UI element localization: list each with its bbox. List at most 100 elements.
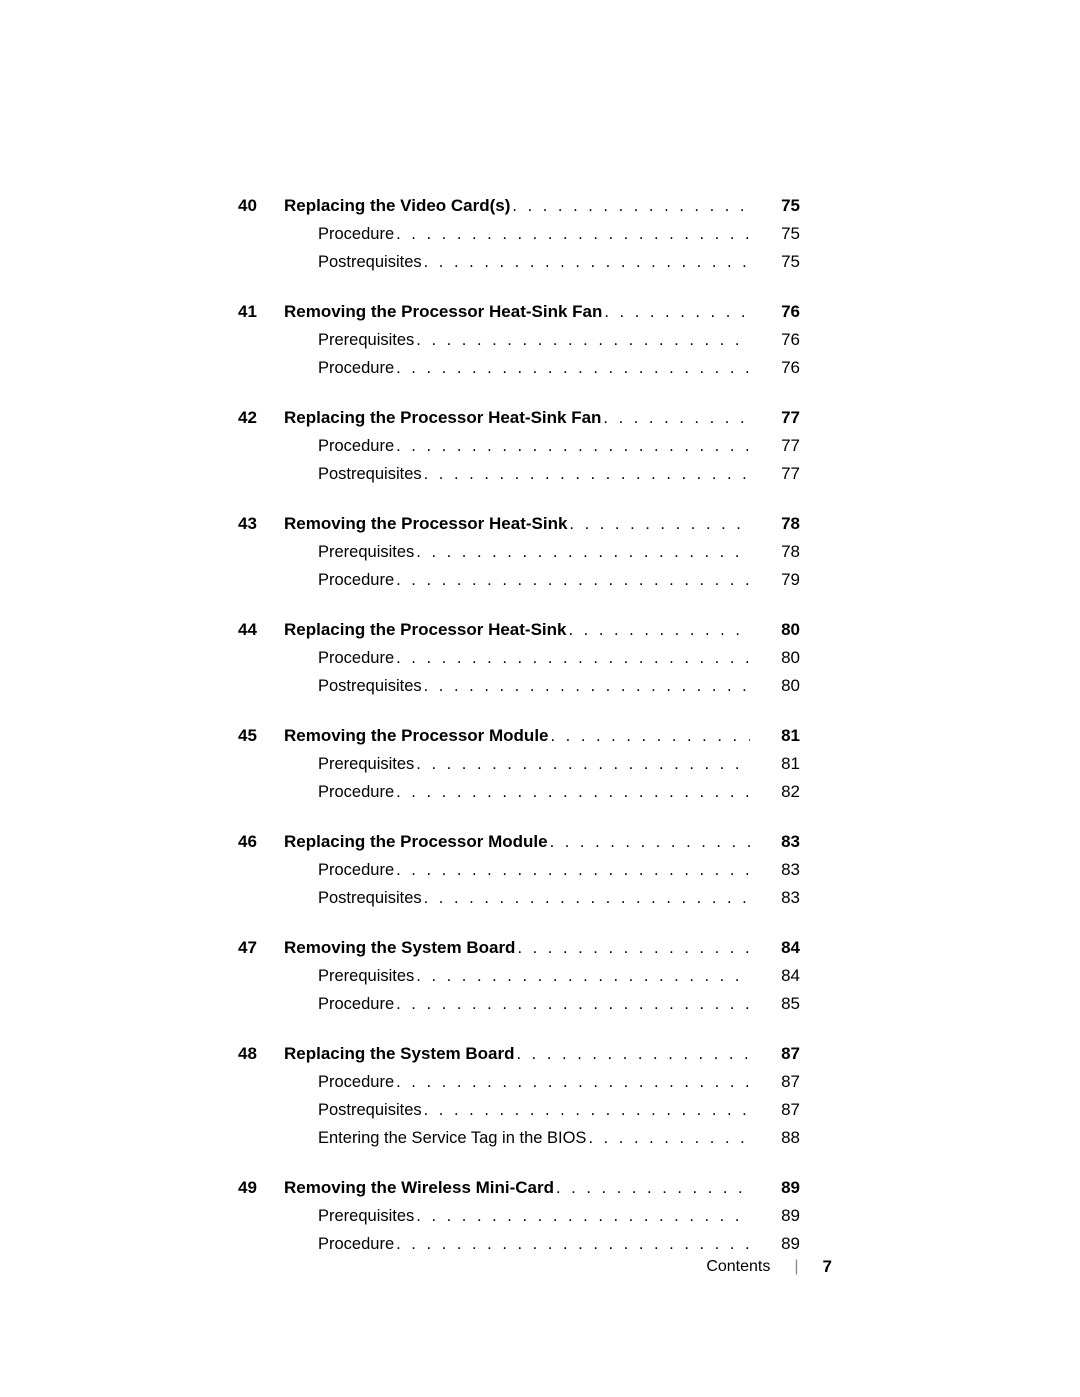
sub-page-number: 78 xyxy=(750,542,800,562)
sub-title: Postrequisites xyxy=(318,889,422,908)
title-area: Prerequisites. . . . . . . . . . . . . .… xyxy=(284,755,750,774)
sub-title: Procedure xyxy=(318,571,394,590)
leader-dots: . . . . . . . . . . . . . . . . . . . . … xyxy=(554,1179,750,1198)
toc-container: 40Replacing the Video Card(s). . . . . .… xyxy=(238,196,800,1254)
sub-page-number: 77 xyxy=(750,464,800,484)
toc-sub-row[interactable]: Procedure. . . . . . . . . . . . . . . .… xyxy=(238,1234,800,1254)
toc-sub-row[interactable]: Procedure. . . . . . . . . . . . . . . .… xyxy=(238,648,800,668)
leader-dots: . . . . . . . . . . . . . . . . . . . . … xyxy=(394,783,750,802)
title-area: Replacing the Video Card(s). . . . . . .… xyxy=(284,196,750,216)
toc-chapter-row[interactable]: 41Removing the Processor Heat-Sink Fan. … xyxy=(238,302,800,322)
leader-dots: . . . . . . . . . . . . . . . . . . . . … xyxy=(548,833,750,852)
chapter-number: 41 xyxy=(238,302,284,322)
toc-sub-row[interactable]: Postrequisites. . . . . . . . . . . . . … xyxy=(238,888,800,908)
leader-dots: . . . . . . . . . . . . . . . . . . . . … xyxy=(394,437,750,456)
toc-section: 45Removing the Processor Module. . . . .… xyxy=(238,726,800,802)
title-area: Replacing the Processor Heat-Sink Fan. .… xyxy=(284,408,750,428)
toc-section: 48Replacing the System Board. . . . . . … xyxy=(238,1044,800,1148)
toc-chapter-row[interactable]: 42Replacing the Processor Heat-Sink Fan.… xyxy=(238,408,800,428)
chapter-page-number: 78 xyxy=(750,514,800,534)
title-area: Prerequisites. . . . . . . . . . . . . .… xyxy=(284,543,750,562)
sub-title: Procedure xyxy=(318,861,394,880)
leader-dots: . . . . . . . . . . . . . . . . . . . . … xyxy=(601,409,750,428)
leader-dots: . . . . . . . . . . . . . . . . . . . . … xyxy=(566,621,750,640)
leader-dots: . . . . . . . . . . . . . . . . . . . . … xyxy=(567,515,750,534)
leader-dots: . . . . . . . . . . . . . . . . . . . . … xyxy=(414,331,750,350)
sub-page-number: 80 xyxy=(750,648,800,668)
chapter-page-number: 83 xyxy=(750,832,800,852)
toc-chapter-row[interactable]: 40Replacing the Video Card(s). . . . . .… xyxy=(238,196,800,216)
sub-page-number: 84 xyxy=(750,966,800,986)
leader-dots: . . . . . . . . . . . . . . . . . . . . … xyxy=(394,1073,750,1092)
toc-section: 41Removing the Processor Heat-Sink Fan. … xyxy=(238,302,800,378)
sub-page-number: 88 xyxy=(750,1128,800,1148)
sub-page-number: 75 xyxy=(750,252,800,272)
chapter-number: 49 xyxy=(238,1178,284,1198)
leader-dots: . . . . . . . . . . . . . . . . . . . . … xyxy=(515,939,750,958)
leader-dots: . . . . . . . . . . . . . . . . . . . . … xyxy=(422,889,750,908)
title-area: Postrequisites. . . . . . . . . . . . . … xyxy=(284,253,750,272)
toc-sub-row[interactable]: Procedure. . . . . . . . . . . . . . . .… xyxy=(238,782,800,802)
toc-sub-row[interactable]: Postrequisites. . . . . . . . . . . . . … xyxy=(238,252,800,272)
sub-page-number: 76 xyxy=(750,358,800,378)
chapter-number: 46 xyxy=(238,832,284,852)
toc-chapter-row[interactable]: 45Removing the Processor Module. . . . .… xyxy=(238,726,800,746)
sub-page-number: 89 xyxy=(750,1206,800,1226)
chapter-number: 42 xyxy=(238,408,284,428)
toc-sub-row[interactable]: Prerequisites. . . . . . . . . . . . . .… xyxy=(238,542,800,562)
sub-title: Postrequisites xyxy=(318,677,422,696)
toc-sub-row[interactable]: Postrequisites. . . . . . . . . . . . . … xyxy=(238,1100,800,1120)
leader-dots: . . . . . . . . . . . . . . . . . . . . … xyxy=(422,253,750,272)
title-area: Removing the Processor Heat-Sink. . . . … xyxy=(284,514,750,534)
leader-dots: . . . . . . . . . . . . . . . . . . . . … xyxy=(394,1235,750,1254)
toc-sub-row[interactable]: Procedure. . . . . . . . . . . . . . . .… xyxy=(238,358,800,378)
chapter-title: Replacing the Processor Heat-Sink xyxy=(284,620,566,640)
toc-sub-row[interactable]: Prerequisites. . . . . . . . . . . . . .… xyxy=(238,1206,800,1226)
toc-sub-row[interactable]: Procedure. . . . . . . . . . . . . . . .… xyxy=(238,224,800,244)
toc-chapter-row[interactable]: 46Replacing the Processor Module. . . . … xyxy=(238,832,800,852)
sub-page-number: 87 xyxy=(750,1100,800,1120)
toc-sub-row[interactable]: Procedure. . . . . . . . . . . . . . . .… xyxy=(238,994,800,1014)
title-area: Prerequisites. . . . . . . . . . . . . .… xyxy=(284,1207,750,1226)
toc-sub-row[interactable]: Procedure. . . . . . . . . . . . . . . .… xyxy=(238,1072,800,1092)
title-area: Procedure. . . . . . . . . . . . . . . .… xyxy=(284,783,750,802)
toc-sub-row[interactable]: Entering the Service Tag in the BIOS. . … xyxy=(238,1128,800,1148)
toc-sub-row[interactable]: Procedure. . . . . . . . . . . . . . . .… xyxy=(238,436,800,456)
chapter-number: 47 xyxy=(238,938,284,958)
title-area: Procedure. . . . . . . . . . . . . . . .… xyxy=(284,225,750,244)
sub-title: Procedure xyxy=(318,1073,394,1092)
toc-chapter-row[interactable]: 49Removing the Wireless Mini-Card. . . .… xyxy=(238,1178,800,1198)
toc-chapter-row[interactable]: 47Removing the System Board. . . . . . .… xyxy=(238,938,800,958)
title-area: Replacing the Processor Heat-Sink. . . .… xyxy=(284,620,750,640)
title-area: Removing the Processor Heat-Sink Fan. . … xyxy=(284,302,750,322)
sub-title: Procedure xyxy=(318,225,394,244)
toc-section: 44Replacing the Processor Heat-Sink. . .… xyxy=(238,620,800,696)
toc-sub-row[interactable]: Prerequisites. . . . . . . . . . . . . .… xyxy=(238,966,800,986)
toc-sub-row[interactable]: Procedure. . . . . . . . . . . . . . . .… xyxy=(238,860,800,880)
sub-title: Prerequisites xyxy=(318,967,414,986)
toc-chapter-row[interactable]: 48Replacing the System Board. . . . . . … xyxy=(238,1044,800,1064)
leader-dots: . . . . . . . . . . . . . . . . . . . . … xyxy=(510,197,750,216)
title-area: Postrequisites. . . . . . . . . . . . . … xyxy=(284,1101,750,1120)
sub-page-number: 83 xyxy=(750,888,800,908)
leader-dots: . . . . . . . . . . . . . . . . . . . . … xyxy=(515,1045,750,1064)
leader-dots: . . . . . . . . . . . . . . . . . . . . … xyxy=(549,727,751,746)
chapter-page-number: 77 xyxy=(750,408,800,428)
leader-dots: . . . . . . . . . . . . . . . . . . . . … xyxy=(414,755,750,774)
sub-page-number: 77 xyxy=(750,436,800,456)
toc-sub-row[interactable]: Postrequisites. . . . . . . . . . . . . … xyxy=(238,464,800,484)
sub-page-number: 81 xyxy=(750,754,800,774)
toc-sub-row[interactable]: Prerequisites. . . . . . . . . . . . . .… xyxy=(238,754,800,774)
toc-sub-row[interactable]: Procedure. . . . . . . . . . . . . . . .… xyxy=(238,570,800,590)
title-area: Removing the Processor Module. . . . . .… xyxy=(284,726,750,746)
leader-dots: . . . . . . . . . . . . . . . . . . . . … xyxy=(394,359,750,378)
title-area: Replacing the Processor Module. . . . . … xyxy=(284,832,750,852)
toc-chapter-row[interactable]: 44Replacing the Processor Heat-Sink. . .… xyxy=(238,620,800,640)
toc-sub-row[interactable]: Prerequisites. . . . . . . . . . . . . .… xyxy=(238,330,800,350)
toc-sub-row[interactable]: Postrequisites. . . . . . . . . . . . . … xyxy=(238,676,800,696)
leader-dots: . . . . . . . . . . . . . . . . . . . . … xyxy=(422,677,750,696)
title-area: Postrequisites. . . . . . . . . . . . . … xyxy=(284,677,750,696)
chapter-title: Removing the Processor Heat-Sink Fan xyxy=(284,302,602,322)
toc-chapter-row[interactable]: 43Removing the Processor Heat-Sink. . . … xyxy=(238,514,800,534)
title-area: Procedure. . . . . . . . . . . . . . . .… xyxy=(284,861,750,880)
